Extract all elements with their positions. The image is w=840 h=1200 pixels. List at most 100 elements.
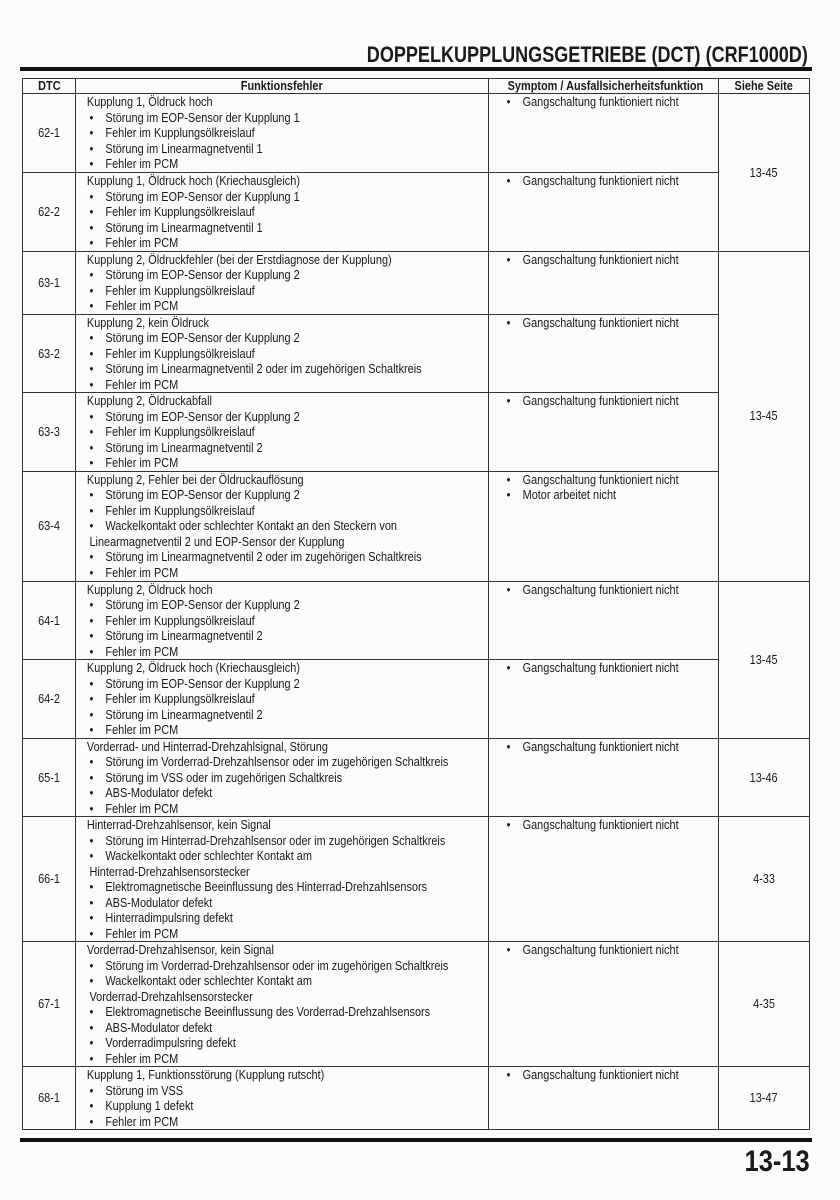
dtc-code: 62-1 <box>38 125 60 141</box>
symptom-content: Gangschaltung funktioniert nicht <box>490 252 679 267</box>
fault-content: Kupplung 1, Öldruck hochStörung im EOP-S… <box>77 94 300 172</box>
fault-cause: Hinterradimpulsring defekt <box>87 910 445 926</box>
symptom-content: Gangschaltung funktioniert nicht <box>490 660 679 675</box>
symptom-cell: Gangschaltung funktioniert nicht <box>488 580 719 660</box>
fault-cause: Fehler im PCM <box>87 1114 324 1129</box>
page-ref-cell: 13-47 <box>718 1066 810 1130</box>
page-ref: 13-45 <box>750 408 778 424</box>
symptom-item: Gangschaltung funktioniert nicht <box>504 818 679 833</box>
symptom-content: Gangschaltung funktioniert nichtMotor ar… <box>490 472 679 503</box>
dtc-cell: 62-2 <box>22 172 76 252</box>
symptom-item: Gangschaltung funktioniert nicht <box>504 582 679 597</box>
symptom-cell: Gangschaltung funktioniert nicht <box>488 313 719 393</box>
fault-cell: Kupplung 2, Öldruckfehler (bei der Erstd… <box>75 250 489 315</box>
fault-cause: Störung im Linearmagnetventil 2 oder im … <box>87 549 422 565</box>
fault-title: Kupplung 1, Funktionsstörung (Kupplung r… <box>86 1067 325 1083</box>
fault-cause: Fehler im PCM <box>87 1051 448 1066</box>
fault-cell: Kupplung 2, Öldruck hochStörung im EOP-S… <box>75 580 489 660</box>
symptom-item: Gangschaltung funktioniert nicht <box>504 95 679 110</box>
page-ref: 13-45 <box>750 164 778 180</box>
dtc-code: 63-1 <box>38 274 60 290</box>
symptom-cell: Gangschaltung funktioniert nicht <box>488 172 719 252</box>
fault-cause: Störung im VSS <box>87 1083 324 1099</box>
fault-cause: Fehler im PCM <box>87 926 445 941</box>
symptom-cell: Gangschaltung funktioniert nicht <box>488 93 719 173</box>
fault-cause: Fehler im PCM <box>87 801 448 816</box>
fault-content: Kupplung 2, Öldruckfehler (bei der Erstd… <box>77 251 392 313</box>
fault-cause: Störung im Vorderrad-Drehzahlsensor oder… <box>87 958 448 974</box>
fault-cause: Störung im EOP-Sensor der Kupplung 1 <box>87 189 300 205</box>
symptom-cell: Gangschaltung funktioniert nicht <box>488 941 719 1067</box>
fault-content: Vorderrad-Drehzahlsensor, kein SignalStö… <box>77 942 448 1066</box>
symptom-item: Gangschaltung funktioniert nicht <box>504 943 679 958</box>
dtc-table: DTC Funktionsfehler Symptom / Ausfallsic… <box>22 78 810 1130</box>
fault-cell: Kupplung 1, Funktionsstörung (Kupplung r… <box>75 1066 489 1130</box>
symptom-item: Gangschaltung funktioniert nicht <box>504 315 679 330</box>
symptom-content: Gangschaltung funktioniert nicht <box>490 943 679 958</box>
dtc-cell: 63-1 <box>22 250 76 315</box>
column-header-fault: Funktionsfehler <box>75 78 489 94</box>
symptom-cell: Gangschaltung funktioniert nicht <box>488 250 719 315</box>
symptom-content: Gangschaltung funktioniert nicht <box>490 173 679 188</box>
fault-cause: ABS-Modulator defekt <box>87 785 448 801</box>
symptom-cell: Gangschaltung funktioniert nicht <box>488 816 719 942</box>
fault-cause: Fehler im PCM <box>87 455 300 470</box>
page-ref: 4-35 <box>753 996 775 1012</box>
dtc-cell: 62-1 <box>22 93 76 173</box>
dtc-code: 66-1 <box>38 871 60 887</box>
fault-title: Vorderrad- und Hinterrad-Drehzahlsignal,… <box>86 738 328 754</box>
dtc-cell: 63-4 <box>22 470 76 582</box>
symptom-item: Gangschaltung funktioniert nicht <box>504 173 679 188</box>
fault-cell: Kupplung 2, kein ÖldruckStörung im EOP-S… <box>75 313 489 393</box>
page-number: 13-13 <box>744 1145 810 1178</box>
dtc-cell: 63-2 <box>22 313 76 393</box>
dtc-cell: 64-1 <box>22 580 76 660</box>
symptom-cell: Gangschaltung funktioniert nicht <box>488 1066 719 1130</box>
symptom-cell: Gangschaltung funktioniert nicht <box>488 737 719 817</box>
fault-content: Vorderrad- und Hinterrad-Drehzahlsignal,… <box>77 738 448 816</box>
fault-cell: Kupplung 2, Fehler bei der Öldruckauflös… <box>75 470 489 582</box>
fault-cause: Fehler im PCM <box>87 156 300 172</box>
fault-title: Vorderrad-Drehzahlsensor, kein Signal <box>86 942 274 958</box>
dtc-cell: 64-2 <box>22 659 76 739</box>
fault-content: Kupplung 1, Öldruck hoch (Kriechausgleic… <box>77 173 300 250</box>
fault-cause: Fehler im PCM <box>87 235 300 250</box>
symptom-item: Gangschaltung funktioniert nicht <box>504 660 679 675</box>
fault-cause: Störung im Linearmagnetventil 1 <box>87 141 300 157</box>
symptom-content: Gangschaltung funktioniert nicht <box>490 739 679 754</box>
fault-title: Kupplung 2, Öldruckfehler (bei der Erstd… <box>86 251 392 267</box>
fault-cause: Störung im Linearmagnetventil 2 <box>87 628 300 644</box>
page-ref: 13-46 <box>750 769 778 785</box>
fault-cause: Störung im EOP-Sensor der Kupplung 2 <box>87 330 422 346</box>
dtc-cell: 66-1 <box>22 816 76 942</box>
dtc-cell: 63-3 <box>22 392 76 472</box>
dtc-code: 65-1 <box>38 769 60 785</box>
symptom-item: Gangschaltung funktioniert nicht <box>504 472 679 487</box>
fault-cause: Fehler im Kupplungsölkreislauf <box>87 283 392 299</box>
fault-cause: Elektromagnetische Beeinflussung des Vor… <box>87 1004 448 1020</box>
fault-cell: Kupplung 2, ÖldruckabfallStörung im EOP-… <box>75 392 489 472</box>
column-header-page: Siehe Seite <box>718 78 810 94</box>
fault-cause: Störung im EOP-Sensor der Kupplung 1 <box>87 110 299 126</box>
fault-cause: Fehler im PCM <box>87 722 300 737</box>
fault-title: Kupplung 2, Fehler bei der Öldruckauflös… <box>86 471 304 487</box>
column-header-symptom: Symptom / Ausfallsicherheitsfunktion <box>488 78 719 94</box>
fault-cause: Fehler im PCM <box>87 644 300 659</box>
fault-cause: Störung im Linearmagnetventil 2 oder im … <box>87 361 422 377</box>
dtc-code: 64-2 <box>38 691 60 706</box>
dtc-cell: 67-1 <box>22 941 76 1067</box>
fault-cause: Wackelkontakt oder schlechter Kontakt an… <box>87 518 422 549</box>
fault-title: Kupplung 1, Öldruck hoch <box>86 94 213 110</box>
fault-content: Kupplung 2, ÖldruckabfallStörung im EOP-… <box>77 393 300 470</box>
symptom-content: Gangschaltung funktioniert nicht <box>490 818 679 833</box>
table-row: 67-1 Vorderrad-Drehzahlsensor, kein Signa… <box>22 941 810 1067</box>
fault-cause: Fehler im PCM <box>87 377 422 392</box>
fault-cell: Kupplung 2, Öldruck hoch (Kriechausgleic… <box>75 659 489 739</box>
page-ref-cell: 13-46 <box>718 737 810 817</box>
page-ref: 4-33 <box>753 871 775 887</box>
footer-rule <box>20 1138 812 1142</box>
symptom-item: Gangschaltung funktioniert nicht <box>504 393 679 408</box>
page-ref-cell: 13-45 <box>718 580 810 739</box>
dtc-cell: 68-1 <box>22 1066 76 1130</box>
